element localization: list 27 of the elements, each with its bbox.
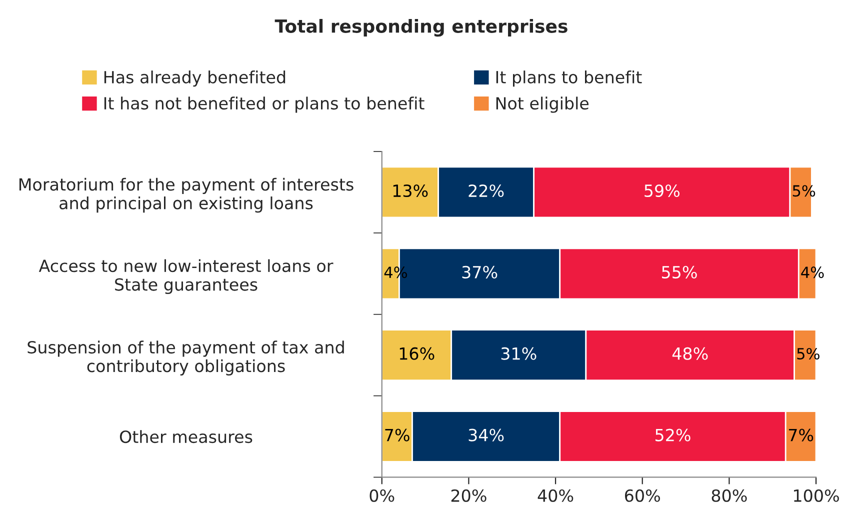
data-label: 48%	[672, 347, 708, 360]
data-label: 22%	[468, 184, 504, 198]
data-label: 52%	[656, 428, 690, 442]
legend-label: It plans to benefit	[496, 70, 642, 87]
data-label: 37%	[462, 266, 498, 278]
data-label: 55%	[662, 266, 697, 278]
y-tick-label: Access to new low-interest loans or State guarantees	[38, 259, 334, 294]
data-label: 31%	[501, 347, 536, 360]
data-label: 7%	[788, 428, 814, 442]
x-tick-label: 0%	[370, 489, 394, 502]
legend-label: Has already benefited	[104, 70, 286, 87]
data-label: 59%	[644, 184, 680, 198]
y-tick-label: Suspension of the payment of tax and contributory obligations	[28, 340, 344, 376]
x-tick-label: 20%	[451, 489, 486, 502]
x-tick-label: 40%	[538, 489, 574, 502]
x-tick-label: 100%	[794, 489, 839, 502]
x-tick-label: 60%	[625, 489, 660, 502]
y-tick-label: Other measures	[120, 430, 252, 444]
chart-title: Total responding enterprises	[274, 18, 568, 37]
data-label: 16%	[400, 347, 434, 360]
data-label: 13%	[393, 184, 428, 198]
x-tick-label: 80%	[712, 489, 747, 502]
data-label: 7%	[385, 428, 410, 442]
legend-label: Not eligible	[496, 96, 589, 113]
y-tick-label: Moratorium for the payment of interests and principal on existing loans	[19, 178, 354, 213]
legend-label: It has not benefited or plans to benefit	[104, 96, 424, 113]
data-label: 34%	[468, 428, 504, 442]
